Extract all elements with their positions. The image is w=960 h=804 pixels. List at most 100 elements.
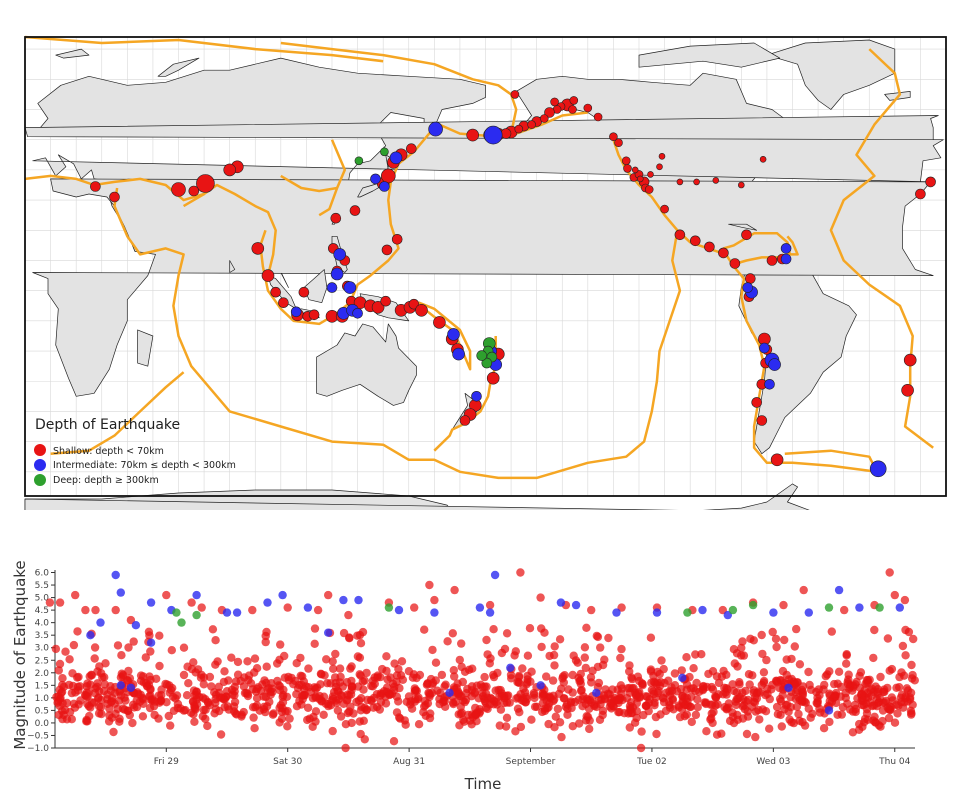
scatter-point-shallow[interactable] [373, 673, 382, 682]
scatter-point-shallow[interactable] [813, 699, 822, 708]
scatter-point-intermediate[interactable] [96, 618, 105, 627]
scatter-point-shallow[interactable] [907, 674, 917, 683]
scatter-point-shallow[interactable] [652, 680, 661, 689]
scatter-point-shallow[interactable] [310, 624, 320, 633]
scatter-point-intermediate[interactable] [394, 605, 404, 615]
scatter-point-shallow[interactable] [633, 672, 643, 681]
scatter-point-shallow[interactable] [55, 695, 65, 704]
map-quake-intermediate-0[interactable] [428, 121, 443, 137]
map-quake-shallow-103[interactable] [514, 124, 524, 134]
scatter-point-shallow[interactable] [84, 688, 93, 697]
scatter-point-shallow[interactable] [239, 682, 249, 691]
scatter-point-shallow[interactable] [625, 661, 634, 670]
scatter-point-shallow[interactable] [280, 673, 289, 682]
scatter-point-shallow[interactable] [553, 704, 563, 714]
scatter-point-shallow[interactable] [869, 653, 878, 663]
scatter-point-shallow[interactable] [297, 680, 306, 690]
scatter-point-intermediate[interactable] [612, 608, 621, 617]
scatter-point-shallow[interactable] [152, 674, 161, 683]
map-quake-shallow-28[interactable] [674, 229, 686, 241]
scatter-point-shallow[interactable] [283, 603, 292, 612]
scatter-point-shallow[interactable] [150, 710, 159, 720]
scatter-point-shallow[interactable] [201, 714, 210, 724]
scatter-point-shallow[interactable] [261, 637, 270, 647]
scatter-point-shallow[interactable] [227, 653, 236, 662]
map-quake-intermediate-22[interactable] [742, 282, 754, 293]
scatter-point-shallow[interactable] [806, 713, 815, 722]
scatter-point-shallow[interactable] [885, 568, 894, 577]
scatter-point-shallow[interactable] [587, 605, 596, 615]
scatter-point-shallow[interactable] [686, 684, 696, 693]
scatter-point-shallow[interactable] [751, 732, 760, 742]
scatter-point-shallow[interactable] [662, 688, 671, 697]
scatter-point-shallow[interactable] [827, 627, 836, 636]
scatter-point-shallow[interactable] [346, 664, 355, 673]
scatter-point-shallow[interactable] [65, 655, 74, 664]
scatter-point-shallow[interactable] [712, 730, 722, 739]
scatter-point-shallow[interactable] [456, 702, 465, 711]
scatter-point-shallow[interactable] [636, 743, 646, 753]
map-quake-shallow-22[interactable] [676, 178, 684, 186]
scatter-point-shallow[interactable] [883, 634, 893, 643]
scatter-point-shallow[interactable] [58, 674, 67, 683]
map-quake-shallow-11[interactable] [569, 96, 579, 105]
scatter-point-intermediate[interactable] [263, 598, 272, 607]
scatter-point-shallow[interactable] [527, 715, 536, 724]
scatter-point-shallow[interactable] [449, 699, 458, 709]
scatter-point-intermediate[interactable] [278, 590, 287, 600]
scatter-point-shallow[interactable] [240, 673, 249, 682]
scatter-point-shallow[interactable] [331, 649, 340, 659]
scatter-point-shallow[interactable] [537, 624, 546, 633]
scatter-point-shallow[interactable] [598, 660, 608, 670]
scatter-point-shallow[interactable] [782, 655, 791, 664]
map-quake-shallow-20[interactable] [656, 163, 663, 171]
scatter-point-shallow[interactable] [437, 670, 447, 680]
scatter-point-shallow[interactable] [790, 680, 800, 689]
scatter-point-shallow[interactable] [101, 659, 110, 668]
scatter-point-shallow[interactable] [768, 627, 777, 637]
scatter-point-shallow[interactable] [767, 685, 776, 694]
scatter-point-shallow[interactable] [359, 716, 368, 725]
scatter-point-shallow[interactable] [712, 672, 722, 681]
scatter-point-intermediate[interactable] [146, 598, 156, 607]
scatter-point-shallow[interactable] [582, 623, 591, 632]
map-quake-shallow-27[interactable] [660, 204, 669, 214]
scatter-point-shallow[interactable] [720, 683, 729, 692]
scatter-point-shallow[interactable] [616, 653, 625, 663]
scatter-point-shallow[interactable] [382, 666, 391, 676]
scatter-point-shallow[interactable] [341, 743, 350, 753]
map-quake-shallow-106[interactable] [550, 97, 559, 107]
scatter-point-shallow[interactable] [777, 722, 786, 731]
scatter-point-shallow[interactable] [568, 670, 577, 680]
scatter-point-shallow[interactable] [230, 691, 239, 700]
scatter-point-shallow[interactable] [55, 701, 64, 710]
scatter-point-deep[interactable] [384, 603, 394, 612]
map-quake-shallow-72[interactable] [380, 168, 396, 184]
scatter-point-shallow[interactable] [799, 585, 808, 595]
scatter-point-shallow[interactable] [858, 696, 867, 705]
scatter-point-intermediate[interactable] [855, 603, 864, 612]
scatter-point-shallow[interactable] [724, 699, 733, 708]
scatter-point-shallow[interactable] [850, 700, 859, 710]
scatter-point-deep[interactable] [177, 618, 186, 627]
scatter-point-intermediate[interactable] [652, 608, 662, 617]
scatter-point-deep[interactable] [172, 608, 181, 617]
map-quake-shallow-104[interactable] [500, 128, 512, 139]
scatter-point-shallow[interactable] [493, 668, 502, 678]
scatter-point-shallow[interactable] [179, 706, 189, 715]
scatter-point-shallow[interactable] [169, 706, 179, 715]
scatter-point-shallow[interactable] [408, 673, 418, 682]
scatter-point-shallow[interactable] [382, 652, 391, 661]
scatter-point-shallow[interactable] [903, 686, 913, 695]
map-quake-shallow-58[interactable] [270, 286, 282, 298]
scatter-point-shallow[interactable] [191, 705, 200, 714]
scatter-point-shallow[interactable] [732, 700, 741, 710]
scatter-point-shallow[interactable] [876, 672, 885, 682]
scatter-point-shallow[interactable] [420, 625, 429, 634]
scatter-point-shallow[interactable] [283, 722, 292, 731]
scatter-point-shallow[interactable] [95, 702, 104, 711]
scatter-point-shallow[interactable] [189, 658, 198, 667]
scatter-point-shallow[interactable] [239, 707, 248, 717]
scatter-point-shallow[interactable] [759, 668, 769, 677]
scatter-point-shallow[interactable] [758, 649, 767, 659]
